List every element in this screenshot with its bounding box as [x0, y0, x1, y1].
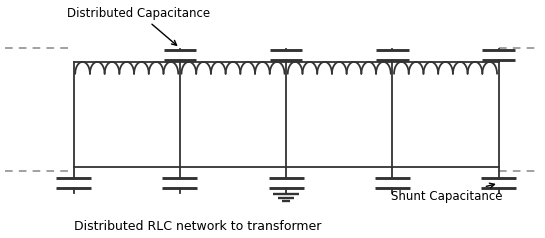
Text: Distributed RLC network to transformer: Distributed RLC network to transformer [74, 220, 321, 233]
Text: Distributed Capacitance: Distributed Capacitance [68, 7, 210, 45]
Text: Shunt Capacitance: Shunt Capacitance [391, 183, 502, 203]
